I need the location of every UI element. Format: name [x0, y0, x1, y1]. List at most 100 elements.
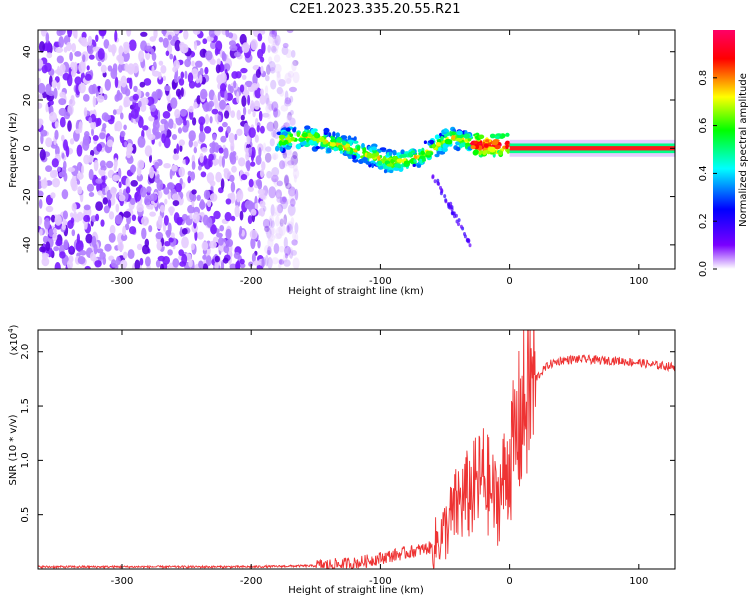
noise-cell	[76, 144, 83, 157]
noise-cell	[280, 197, 288, 210]
noise-cell	[269, 138, 275, 147]
noise-cell	[127, 146, 134, 152]
noise-cell	[294, 232, 299, 243]
noise-cell	[54, 121, 59, 129]
noise-cell	[97, 48, 105, 60]
noise-cell	[175, 88, 182, 97]
noise-cell	[290, 217, 295, 226]
noise-cell	[250, 39, 258, 51]
signal-cell	[351, 155, 357, 160]
noise-cell	[279, 160, 286, 170]
noise-cell	[167, 249, 173, 256]
noise-cell	[219, 99, 227, 110]
noise-cell	[266, 227, 272, 239]
noise-cell	[140, 103, 147, 112]
noise-cell	[277, 204, 284, 214]
noise-cell	[125, 177, 131, 190]
noise-cell	[282, 151, 287, 159]
noise-cell	[252, 73, 258, 86]
noise-cell	[283, 236, 288, 249]
noise-cell	[182, 125, 189, 133]
signal-cell	[410, 150, 416, 154]
noise-cell	[68, 98, 76, 107]
noise-cell	[40, 179, 48, 189]
noise-cell	[184, 70, 188, 80]
noise-cell	[272, 173, 277, 185]
snr-ylabel: SNR (10 * v/v)	[8, 414, 19, 485]
noise-cell	[209, 116, 213, 124]
noise-cell	[162, 75, 166, 82]
noise-cell	[110, 259, 117, 268]
colorbar-label: Normalized spectral amplitude	[738, 73, 749, 227]
noise-cell	[158, 60, 164, 66]
noise-cell	[118, 181, 122, 189]
spectrogram-marks	[38, 30, 675, 269]
signal-cell	[403, 160, 411, 165]
noise-cell	[284, 245, 291, 256]
streak-cell	[457, 218, 461, 223]
noise-cell	[293, 174, 297, 183]
noise-cell	[118, 63, 123, 73]
x-tick-label: -200	[240, 576, 263, 587]
signal-cell	[326, 147, 332, 153]
noise-cell	[110, 186, 117, 196]
noise-cell	[220, 83, 227, 92]
noise-cell	[122, 225, 126, 237]
noise-cell	[78, 82, 86, 94]
noise-cell	[179, 44, 184, 52]
noise-cell	[257, 33, 263, 42]
noise-cell	[67, 30, 73, 38]
noise-cell	[41, 252, 50, 259]
noise-cell	[38, 77, 41, 85]
noise-cell	[183, 30, 189, 40]
noise-cell	[172, 123, 177, 129]
noise-cell	[270, 44, 276, 52]
noise-cell	[62, 210, 68, 220]
noise-cell	[224, 211, 232, 222]
noise-cell	[289, 95, 294, 103]
noise-cell	[120, 112, 124, 120]
noise-cell	[234, 133, 238, 141]
noise-cell	[262, 218, 271, 229]
noise-cell	[223, 63, 231, 72]
noise-cell	[50, 214, 56, 223]
signal-cell	[506, 149, 510, 154]
noise-cell	[57, 166, 61, 172]
noise-cell	[280, 217, 287, 224]
noise-cell	[260, 169, 265, 178]
noise-cell	[236, 109, 241, 121]
noise-cell	[38, 102, 43, 109]
noise-cell	[169, 206, 174, 216]
noise-cell	[269, 218, 273, 229]
noise-cell	[94, 260, 102, 268]
noise-cell	[204, 66, 209, 75]
noise-cell	[124, 223, 130, 231]
signal-cell	[436, 138, 442, 143]
noise-cell	[106, 139, 114, 148]
noise-cell	[244, 80, 253, 88]
signal-cell	[366, 152, 373, 159]
noise-cell	[86, 183, 95, 192]
colorbar-tick-label: 0.4	[698, 165, 709, 181]
noise-cell	[58, 36, 64, 48]
noise-cell	[99, 30, 107, 36]
signal-cell	[332, 131, 336, 137]
noise-cell	[245, 160, 251, 170]
noise-cell	[229, 192, 236, 204]
noise-cell	[56, 55, 64, 64]
noise-cell	[257, 188, 266, 195]
noise-cell	[229, 44, 238, 52]
noise-cell	[264, 225, 270, 232]
noise-cell	[271, 48, 279, 54]
signal-cell	[491, 140, 499, 146]
noise-cell	[268, 103, 274, 111]
noise-cell	[52, 177, 60, 188]
noise-cell	[247, 215, 253, 225]
noise-cell	[266, 249, 271, 256]
noise-cell	[193, 141, 199, 148]
noise-cell	[87, 35, 93, 47]
signal-cell	[328, 132, 332, 138]
noise-cell	[97, 190, 103, 196]
noise-cell	[48, 228, 54, 237]
noise-cell	[272, 128, 281, 139]
